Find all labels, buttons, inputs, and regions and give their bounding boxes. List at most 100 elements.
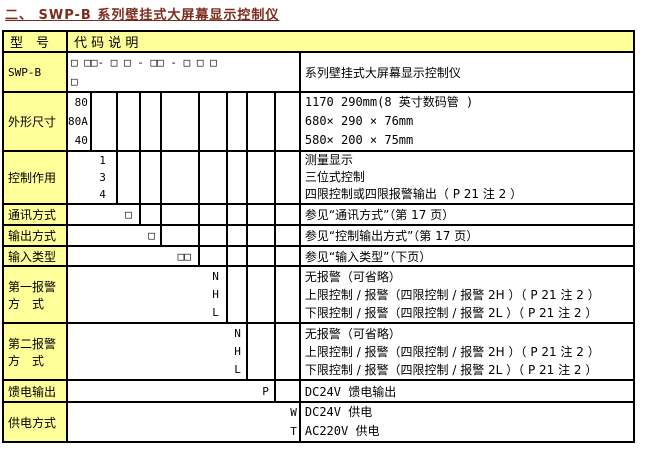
comm-desc: 参见“通讯方式”（第 17 页） (298, 203, 635, 226)
alarm1-label: 第一报警 方 式 (2, 265, 68, 324)
grid-cell (115, 91, 141, 152)
alarm1-descs: 无报警（可省略） 上限控制 / 报警（四限控制 / 报警 2H ）（ P 21 … (298, 265, 635, 324)
row-alarm2: 第二报警 方 式 N H L 无报警（可省略） 上限控制 / 报警（四限控制 /… (2, 322, 635, 381)
alarm1-codes: N H L (66, 265, 228, 324)
alarm1-desc-1: 无报警（可省略） (304, 270, 401, 284)
grid-cell (245, 150, 276, 205)
size-code-80A: 80A (68, 115, 88, 128)
comm-code-box: □ (66, 203, 141, 226)
model-code-line1: □ □□- □ □ - □□ - □ □ □ (71, 56, 217, 69)
grid-cell (245, 265, 276, 324)
grid-cell (245, 224, 276, 247)
grid-cell (225, 150, 248, 205)
alarm2-descs: 无报警（可省略） 上限控制 / 报警（四限控制 / 报警 2H ）（ P 21 … (298, 322, 635, 381)
model-desc: 系列壁挂式大屏幕显示控制仪 (298, 51, 635, 93)
alarm2-desc-1: 无报警（可省略） (304, 327, 401, 341)
header-model-cell: 型 号 (2, 30, 68, 53)
size-desc-3: 580× 200 × 75mm (304, 133, 414, 147)
grid-cell (115, 150, 141, 205)
control-desc-3: 四限控制或四限报警输出（ P 21 注 2 ） (304, 187, 523, 201)
feed-code: P (66, 379, 276, 403)
control-code-3: 3 (99, 171, 106, 184)
alarm1-label-line2: 方 式 (8, 296, 45, 311)
grid-cell (159, 203, 200, 226)
alarm2-label-line1: 第二报警 (8, 336, 57, 351)
size-code-40: 40 (74, 134, 88, 147)
grid-cell (197, 245, 228, 267)
size-desc-2: 680× 290 × 76mm (304, 114, 414, 128)
power-descs: DC24V 供电 AC220V 供电 (298, 401, 635, 443)
grid-cell (273, 322, 301, 381)
alarm2-code-L: L (234, 363, 241, 376)
input-code-boxes: □□ (66, 245, 200, 267)
alarm1-label-line1: 第一报警 (8, 279, 57, 294)
grid-cell (273, 91, 301, 152)
selection-code-table: 型 号 代 码 说 明 SWP-B □ □□- □ □ - □□ - □ □ □… (2, 30, 635, 443)
grid-cell (273, 265, 301, 324)
grid-cell (89, 91, 118, 152)
alarm2-label-line2: 方 式 (8, 353, 45, 368)
page-title: 二、 SWP-B 系列壁挂式大屏幕显示控制仪 (5, 8, 280, 23)
grid-cell (138, 203, 162, 226)
output-desc: 参见“控制输出方式”（第 17 页） (298, 224, 635, 247)
grid-cell (197, 203, 228, 226)
power-code-W: W (290, 406, 297, 419)
alarm2-desc-2: 上限控制 / 报警（四限控制 / 报警 2H ）（ P 21 注 2 ） (304, 345, 600, 359)
feed-label: 馈电输出 (2, 379, 68, 403)
alarm1-code-L: L (212, 306, 219, 319)
grid-cell (197, 224, 228, 247)
grid-cell (273, 245, 301, 267)
row-output: 输出方式 □ 参见“控制输出方式”（第 17 页） (2, 224, 635, 247)
grid-cell (138, 150, 162, 205)
size-label: 外形尺寸 (2, 91, 68, 152)
alarm1-code-N: N (212, 270, 219, 283)
control-code-1: 1 (99, 154, 106, 167)
grid-cell (197, 91, 228, 152)
grid-cell (159, 224, 200, 247)
control-desc-1: 测量显示 (304, 153, 353, 167)
alarm1-desc-2: 上限控制 / 报警（四限控制 / 报警 2H ）（ P 21 注 2 ） (304, 288, 600, 302)
control-label: 控制作用 (2, 150, 68, 205)
grid-cell (245, 203, 276, 226)
input-desc: 参见“输入类型”（下页） (298, 245, 635, 267)
alarm2-codes: N H L (66, 322, 248, 381)
grid-cell (273, 379, 301, 403)
grid-cell (245, 245, 276, 267)
size-code-80: 80 (74, 96, 88, 109)
alarm1-code-H: H (212, 288, 219, 301)
alarm2-code-N: N (234, 327, 241, 340)
alarm2-desc-3: 下限控制 / 报警（四限控制 / 报警 2L ）（ P 21 注 2 ） (304, 363, 598, 377)
power-desc-2: AC220V 供电 (304, 424, 380, 438)
grid-cell (225, 91, 248, 152)
row-comm: 通讯方式 □ 参见“通讯方式”（第 17 页） (2, 203, 635, 226)
model-code-boxes: □ □□- □ □ - □□ - □ □ □ □ (66, 51, 301, 93)
row-power: 供电方式 W T DC24V 供电 AC220V 供电 (2, 401, 635, 443)
control-desc-2: 三位式控制 (304, 170, 365, 184)
output-label: 输出方式 (2, 224, 68, 247)
size-codes: 80 80A 40 (66, 91, 92, 152)
row-size: 外形尺寸 80 80A 40 1170 290mm(8 英寸数码管 ) 680×… (2, 91, 635, 152)
size-descs: 1170 290mm(8 英寸数码管 ) 680× 290 × 76mm 580… (298, 91, 635, 152)
alarm2-code-H: H (234, 345, 241, 358)
alarm2-label: 第二报警 方 式 (2, 322, 68, 381)
grid-cell (138, 91, 162, 152)
model-code-line2: □ (71, 75, 78, 88)
grid-cell (225, 224, 248, 247)
grid-cell (225, 245, 248, 267)
power-code-T: T (290, 425, 297, 438)
grid-cell (273, 203, 301, 226)
size-desc-1: 1170 290mm(8 英寸数码管 ) (304, 95, 474, 109)
power-label: 供电方式 (2, 401, 68, 443)
grid-cell (159, 91, 200, 152)
grid-cell (245, 322, 276, 381)
power-desc-1: DC24V 供电 (304, 405, 373, 419)
header-desc-cell: 代 码 说 明 (66, 30, 635, 53)
grid-cell (245, 91, 276, 152)
table-header-row: 型 号 代 码 说 明 (2, 30, 635, 53)
grid-cell (197, 150, 228, 205)
alarm1-desc-3: 下限控制 / 报警（四限控制 / 报警 2L ）（ P 21 注 2 ） (304, 306, 598, 320)
row-input: 输入类型 □□ 参见“输入类型”（下页） (2, 245, 635, 267)
input-label: 输入类型 (2, 245, 68, 267)
row-model: SWP-B □ □□- □ □ - □□ - □ □ □ □ 系列壁挂式大屏幕显… (2, 51, 635, 93)
comm-label: 通讯方式 (2, 203, 68, 226)
